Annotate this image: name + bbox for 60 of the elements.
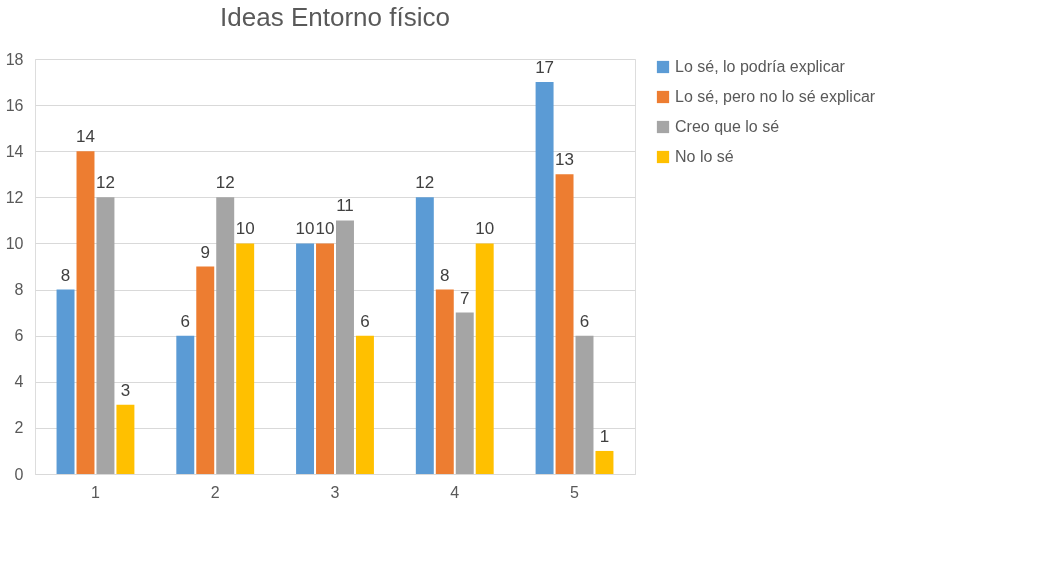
y-tick-label: 10 bbox=[5, 234, 24, 252]
legend-label: No lo sé bbox=[675, 148, 734, 165]
data-label: 6 bbox=[579, 311, 590, 331]
bar bbox=[196, 266, 215, 474]
y-tick-label: 14 bbox=[5, 142, 24, 160]
legend-label: Lo sé, lo podría explicar bbox=[675, 58, 846, 75]
bar bbox=[236, 243, 255, 474]
chart-title: Ideas Entorno físico bbox=[220, 2, 450, 32]
data-label: 7 bbox=[460, 288, 470, 308]
data-label: 12 bbox=[215, 173, 235, 193]
y-tick-label: 12 bbox=[5, 188, 24, 206]
data-label: 10 bbox=[295, 219, 315, 239]
y-tick-label: 8 bbox=[14, 281, 24, 299]
bar bbox=[595, 450, 614, 474]
data-label: 17 bbox=[535, 58, 555, 78]
bar bbox=[555, 174, 574, 474]
data-label: 10 bbox=[475, 219, 495, 239]
x-tick-label: 3 bbox=[330, 483, 340, 501]
data-label: 1 bbox=[599, 426, 610, 446]
data-label: 12 bbox=[415, 173, 435, 193]
y-tick-label: 18 bbox=[5, 50, 24, 68]
data-label: 8 bbox=[60, 265, 71, 285]
legend-label: Creo que lo sé bbox=[675, 118, 780, 135]
legend-label: Lo sé, pero no lo sé explicar bbox=[675, 88, 876, 105]
bar bbox=[415, 197, 434, 474]
x-tick-label: 1 bbox=[91, 483, 101, 501]
data-label: 13 bbox=[555, 150, 574, 170]
data-label: 12 bbox=[96, 173, 115, 193]
y-tick-label: 16 bbox=[5, 96, 24, 114]
bar bbox=[96, 197, 115, 474]
bar bbox=[56, 289, 75, 474]
data-label: 8 bbox=[440, 265, 450, 285]
data-label: 9 bbox=[200, 242, 210, 262]
y-tick-label: 4 bbox=[14, 373, 24, 391]
data-label: 3 bbox=[120, 380, 131, 400]
y-tick-label: 2 bbox=[14, 419, 24, 437]
bar bbox=[435, 289, 454, 474]
bar bbox=[216, 197, 235, 474]
y-tick-label: 6 bbox=[14, 327, 24, 345]
bar bbox=[475, 243, 494, 474]
data-label: 10 bbox=[235, 219, 255, 239]
bar bbox=[355, 335, 374, 474]
data-label: 11 bbox=[336, 196, 354, 216]
x-tick-label: 5 bbox=[570, 483, 580, 501]
bar bbox=[116, 404, 135, 474]
bar bbox=[76, 151, 95, 474]
bar bbox=[575, 335, 594, 474]
data-label: 6 bbox=[180, 311, 191, 331]
x-tick-label: 2 bbox=[210, 483, 220, 501]
data-label: 14 bbox=[76, 127, 95, 147]
bar bbox=[336, 220, 354, 474]
bar bbox=[455, 312, 474, 474]
y-tick-label: 0 bbox=[14, 465, 24, 483]
bar bbox=[176, 335, 195, 474]
bar bbox=[316, 243, 334, 474]
data-label: 10 bbox=[315, 219, 335, 239]
data-label: 6 bbox=[360, 311, 370, 331]
bar bbox=[296, 243, 315, 474]
x-tick-label: 4 bbox=[450, 483, 460, 501]
bar bbox=[535, 82, 554, 474]
